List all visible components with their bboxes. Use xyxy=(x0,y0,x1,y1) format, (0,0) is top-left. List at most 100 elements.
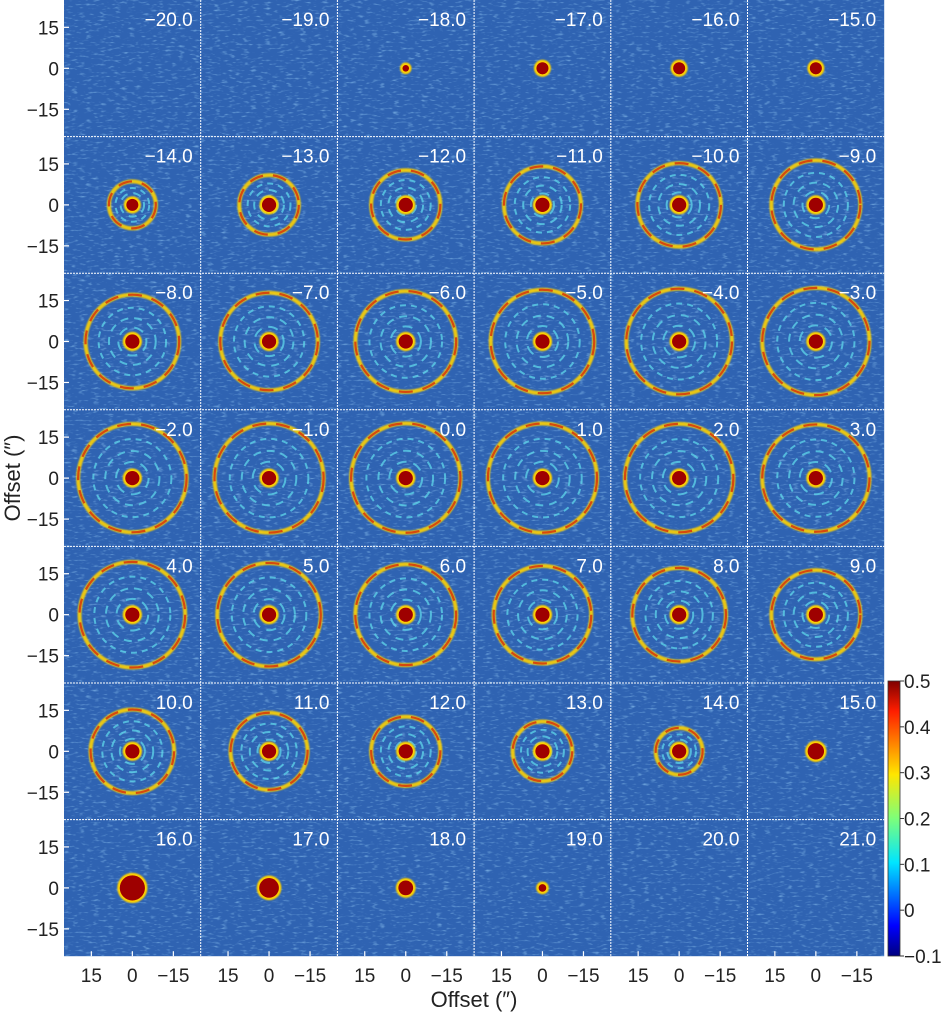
core-peak xyxy=(261,470,277,486)
y-tick-label: 15 xyxy=(38,565,59,586)
panel-velocity-label: 7.0 xyxy=(576,556,602,577)
channel-panel: 11.0 xyxy=(228,693,330,792)
inner-arc xyxy=(118,737,146,765)
core-peak xyxy=(808,470,823,486)
inner-arc xyxy=(798,324,833,359)
emission-ring-peak xyxy=(216,561,322,668)
channel-panel: −14.0 xyxy=(106,147,193,231)
emission-ring-peak xyxy=(770,569,862,661)
panel-velocity-label: −17.0 xyxy=(555,10,603,31)
panel-velocity-label: 18.0 xyxy=(429,830,466,851)
x-tick-label: 0 xyxy=(674,966,685,987)
inner-arc xyxy=(394,739,418,763)
panel-velocity-label: −9.0 xyxy=(839,147,877,168)
inner-arc xyxy=(792,181,840,229)
core-peak xyxy=(398,334,413,349)
inner-arc xyxy=(520,728,565,774)
panel-velocity-label: 2.0 xyxy=(713,420,739,441)
colorbar-tick-label: 0 xyxy=(904,901,915,922)
core-peak xyxy=(398,197,413,213)
panel-velocity-label: 4.0 xyxy=(166,556,192,577)
core-peak xyxy=(261,334,277,349)
inner-arc xyxy=(513,176,572,234)
channel-panel: 17.0 xyxy=(256,830,329,901)
emission-ring-peak xyxy=(354,289,458,394)
core-peak xyxy=(808,607,823,622)
channel-panel: 20.0 xyxy=(703,830,740,851)
channel-panel: −8.0 xyxy=(83,283,193,391)
x-tick-label: 0 xyxy=(264,966,275,987)
core-peak xyxy=(398,470,413,486)
channel-panel: −3.0 xyxy=(760,283,876,398)
y-tick-label: −15 xyxy=(27,647,59,668)
y-tick-label: 0 xyxy=(48,196,59,217)
x-tick-label: 0 xyxy=(537,966,548,987)
inner-arc xyxy=(661,733,698,770)
channel-panel: 16.0 xyxy=(117,830,193,903)
core-peak xyxy=(261,744,277,759)
inner-arc xyxy=(525,324,559,359)
inner-arc xyxy=(526,735,559,768)
inner-arc xyxy=(782,171,849,238)
x-tick-label: 15 xyxy=(764,966,785,987)
inner-arc xyxy=(648,173,711,236)
core-peak xyxy=(261,197,277,213)
panel-velocity-label: −1.0 xyxy=(292,420,330,441)
panel-velocity-label: −7.0 xyxy=(292,283,330,304)
panel-velocity-label: 19.0 xyxy=(566,830,603,851)
x-tick-label: 15 xyxy=(628,966,649,987)
channel-panel: 0.0 xyxy=(349,420,466,535)
channel-panel: 10.0 xyxy=(88,693,193,796)
core-peak xyxy=(536,62,549,75)
channel-panel: −7.0 xyxy=(218,283,330,393)
channel-panel: −17.0 xyxy=(533,10,603,77)
inner-arc xyxy=(801,190,831,220)
inner-arc xyxy=(776,301,856,382)
channel-panel: −10.0 xyxy=(635,147,740,249)
core-peak xyxy=(808,334,823,349)
core-peak xyxy=(398,880,414,896)
y-tick-label: −15 xyxy=(27,783,59,804)
emission-ring-peak xyxy=(89,708,176,795)
colorbar-tick-label: 0.4 xyxy=(904,718,931,739)
inner-arc xyxy=(242,587,296,642)
inner-arc xyxy=(654,590,704,640)
inner-arc xyxy=(379,315,432,368)
channel-panel: 12.0 xyxy=(369,693,466,788)
emission-ring-peak xyxy=(761,423,871,533)
core-peak xyxy=(672,470,687,486)
y-tick-label: −15 xyxy=(27,100,59,121)
inner-arc xyxy=(529,192,556,218)
panel-velocity-label: −5.0 xyxy=(565,283,603,304)
channel-panel: 4.0 xyxy=(77,556,193,670)
core-peak xyxy=(672,197,687,213)
inner-arc xyxy=(640,302,719,381)
channel-panel: −13.0 xyxy=(237,147,329,237)
panel-velocity-label: 5.0 xyxy=(303,556,329,577)
y-tick-label: 0 xyxy=(48,59,59,80)
channel-panel: 8.0 xyxy=(630,556,740,664)
core-peak xyxy=(673,62,686,75)
inner-arc xyxy=(389,325,422,358)
panel-velocity-label: −8.0 xyxy=(155,283,193,304)
x-tick-label: 15 xyxy=(217,966,238,987)
core-peak xyxy=(672,607,687,622)
core-peak xyxy=(809,62,822,75)
panel-velocity-label: 11.0 xyxy=(294,693,330,714)
emission-ring-peak xyxy=(636,162,723,248)
core-peak xyxy=(535,470,550,486)
core-peak xyxy=(125,470,140,486)
emission-ring-peak xyxy=(78,560,187,669)
inner-arc xyxy=(228,437,310,519)
y-tick-label: 0 xyxy=(48,333,59,354)
inner-arc xyxy=(365,437,447,519)
colorbar-tick-label: 0.3 xyxy=(904,764,930,785)
channel-panel: 1.0 xyxy=(485,420,603,535)
y-tick-label: −15 xyxy=(27,237,59,258)
panel-velocity-label: 0.0 xyxy=(440,420,466,441)
x-tick-label: 0 xyxy=(811,966,822,987)
inner-arc xyxy=(104,449,161,507)
y-axis-title: Offset (″) xyxy=(0,435,25,522)
core-peak xyxy=(126,198,139,211)
y-axis: 15 0 −15 15 0 −15 15 0 −15 15 0 −15 15 0 −15 15 0 −15 15 0 −… xyxy=(27,18,69,941)
